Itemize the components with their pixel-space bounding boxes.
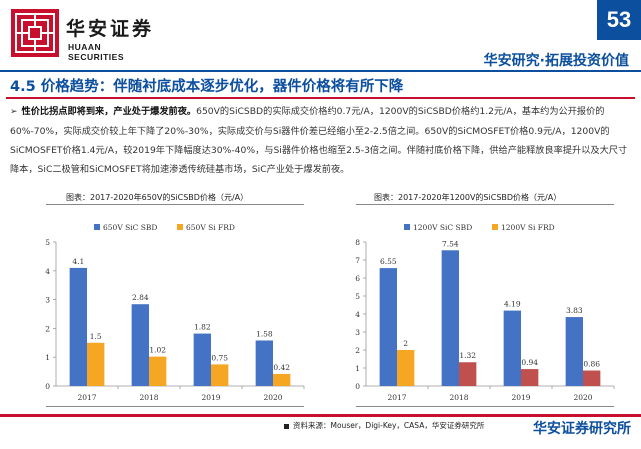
y-tick-label: 0 [45,382,50,391]
chart-bottom-rule-1200v [356,406,614,407]
bar-value-label: 0.42 [273,363,290,372]
bar-value-label: 1.32 [459,351,476,360]
chart-canvas: 650V SiC SBD 650V Si FRD 0 1 2 3 4 5 4.1 1.5 2017 2… [45,223,305,402]
company-logo: 华安证券 HUAAN SECURITIES [10,8,160,62]
chart-1200v-sbd-price: 1200V SiC SBD 1200V Si FRD 0 1 2 3 4 5 6 7 8 6.55 2 2… [344,212,620,408]
bar-value-label: 1.5 [90,332,102,341]
bar-sic-sbd [131,304,149,386]
chart-title-rule-1200v [356,204,614,205]
legend-label: 1200V SiC SBD [413,223,472,232]
section-divider [6,97,635,99]
bar-value-label: 0.94 [521,358,538,367]
bar-sic-sbd [379,268,397,386]
bar-value-label: 6.55 [380,257,397,266]
x-tick-label: 2019 [511,393,530,402]
summary-text: 650V的SiCSBD的实际成交价格约0.7元/A，1200V的SiCSBD价格… [10,106,628,175]
y-tick-label: 7 [355,256,360,265]
bar-value-label: 3.83 [566,306,583,315]
chart-title-650v: 图表：2017-2020年650V的SiCSBD价格（元/A） [66,193,249,202]
bar-value-label: 0.86 [583,360,600,369]
legend-swatch [404,224,410,230]
legend-label: 650V SiC SBD [103,223,157,232]
summary-paragraph: ➢ 性价比拐点即将到来，产业处于爆发前夜。650V的SiCSBD的实际成交价格约0… [10,102,636,179]
chart-650v-sbd-price: 650V SiC SBD 650V Si FRD 0 1 2 3 4 5 4.1 1.5 2017 2… [34,212,310,408]
y-tick-label: 1 [355,364,360,373]
y-tick-label: 3 [45,296,50,305]
y-tick-label: 5 [355,292,360,301]
y-tick-label: 4 [45,267,50,276]
logo-chinese-name: 华安证券 [66,18,155,40]
y-tick-label: 6 [355,274,360,283]
section-title: 4.5 价格趋势：伴随衬底成本逐步优化，器件价格将有所下降 [10,79,404,95]
bar-sic-sbd [565,317,583,386]
footer-divider [0,414,641,417]
bar-si-frd [583,370,601,386]
summary-lead: 性价比拐点即将到来，产业处于爆发前夜。 [21,106,197,117]
chart-title-rule-650v [46,204,304,205]
company-seal-icon [11,9,59,57]
y-tick-label: 8 [355,238,360,247]
legend-swatch [94,224,100,230]
source-text: 资料来源：Mouser，Digi-Key，CASA，华安证券研究所 [293,421,485,430]
bar-value-label: 2.84 [132,293,149,302]
chart-title-1200v: 图表：2017-2020年1200V的SiCSBD价格（元/A） [374,193,562,202]
x-tick-label: 2020 [573,393,592,402]
bar-value-label: 1.82 [194,323,211,332]
bar-value-label: 7.54 [442,239,459,248]
bullet-arrow-icon: ➢ [10,107,18,117]
bar-value-label: 4.1 [72,257,84,266]
footer-brand: 华安证券研究所 [533,421,631,437]
header-divider [0,70,641,72]
bar-si-frd [87,342,105,386]
y-tick-label: 2 [45,324,50,333]
bar-sic-sbd [69,267,87,386]
y-tick-label: 0 [355,382,360,391]
x-tick-label: 2017 [77,393,96,402]
source-note: 资料来源：Mouser，Digi-Key，CASA，华安证券研究所 [284,420,484,431]
y-tick-label: 3 [355,328,360,337]
header-tagline: 华安研究·拓展投资价值 [483,53,629,69]
x-tick-label: 2020 [263,393,282,402]
bar-si-frd [459,362,477,386]
bar-sic-sbd [503,310,521,386]
legend-label: 650V Si FRD [186,223,235,232]
x-tick-label: 2018 [449,393,468,402]
legend-label: 1200V Si FRD [501,223,555,232]
y-tick-label: 2 [355,346,360,355]
bar-value-label: 2 [403,339,408,348]
bar-value-label: 0.75 [211,353,228,362]
logo-english-name: HUAAN SECURITIES [68,42,125,62]
bar-sic-sbd [441,250,459,386]
x-tick-label: 2018 [139,393,158,402]
bar-value-label: 1.02 [149,346,166,355]
bar-si-frd [149,356,167,386]
page-number: 53 [597,0,641,40]
bar-si-frd [397,350,415,386]
legend-swatch [177,224,183,230]
x-tick-label: 2019 [201,393,220,402]
bar-si-frd [273,373,291,386]
bar-value-label: 4.19 [504,300,521,309]
y-tick-label: 5 [45,238,50,247]
legend-swatch [492,224,498,230]
bar-si-frd [211,364,229,386]
y-tick-label: 1 [45,353,50,362]
bar-sic-sbd [193,333,211,386]
bar-si-frd [521,369,539,386]
y-tick-label: 4 [355,310,360,319]
chart-canvas: 1200V SiC SBD 1200V Si FRD 0 1 2 3 4 5 6 7 8 6.55 2 2… [355,223,615,402]
chart-bottom-rule-650v [46,406,304,407]
bar-value-label: 1.58 [256,329,273,338]
x-tick-label: 2017 [387,393,406,402]
bar-sic-sbd [255,340,273,386]
square-bullet-icon [284,423,289,429]
